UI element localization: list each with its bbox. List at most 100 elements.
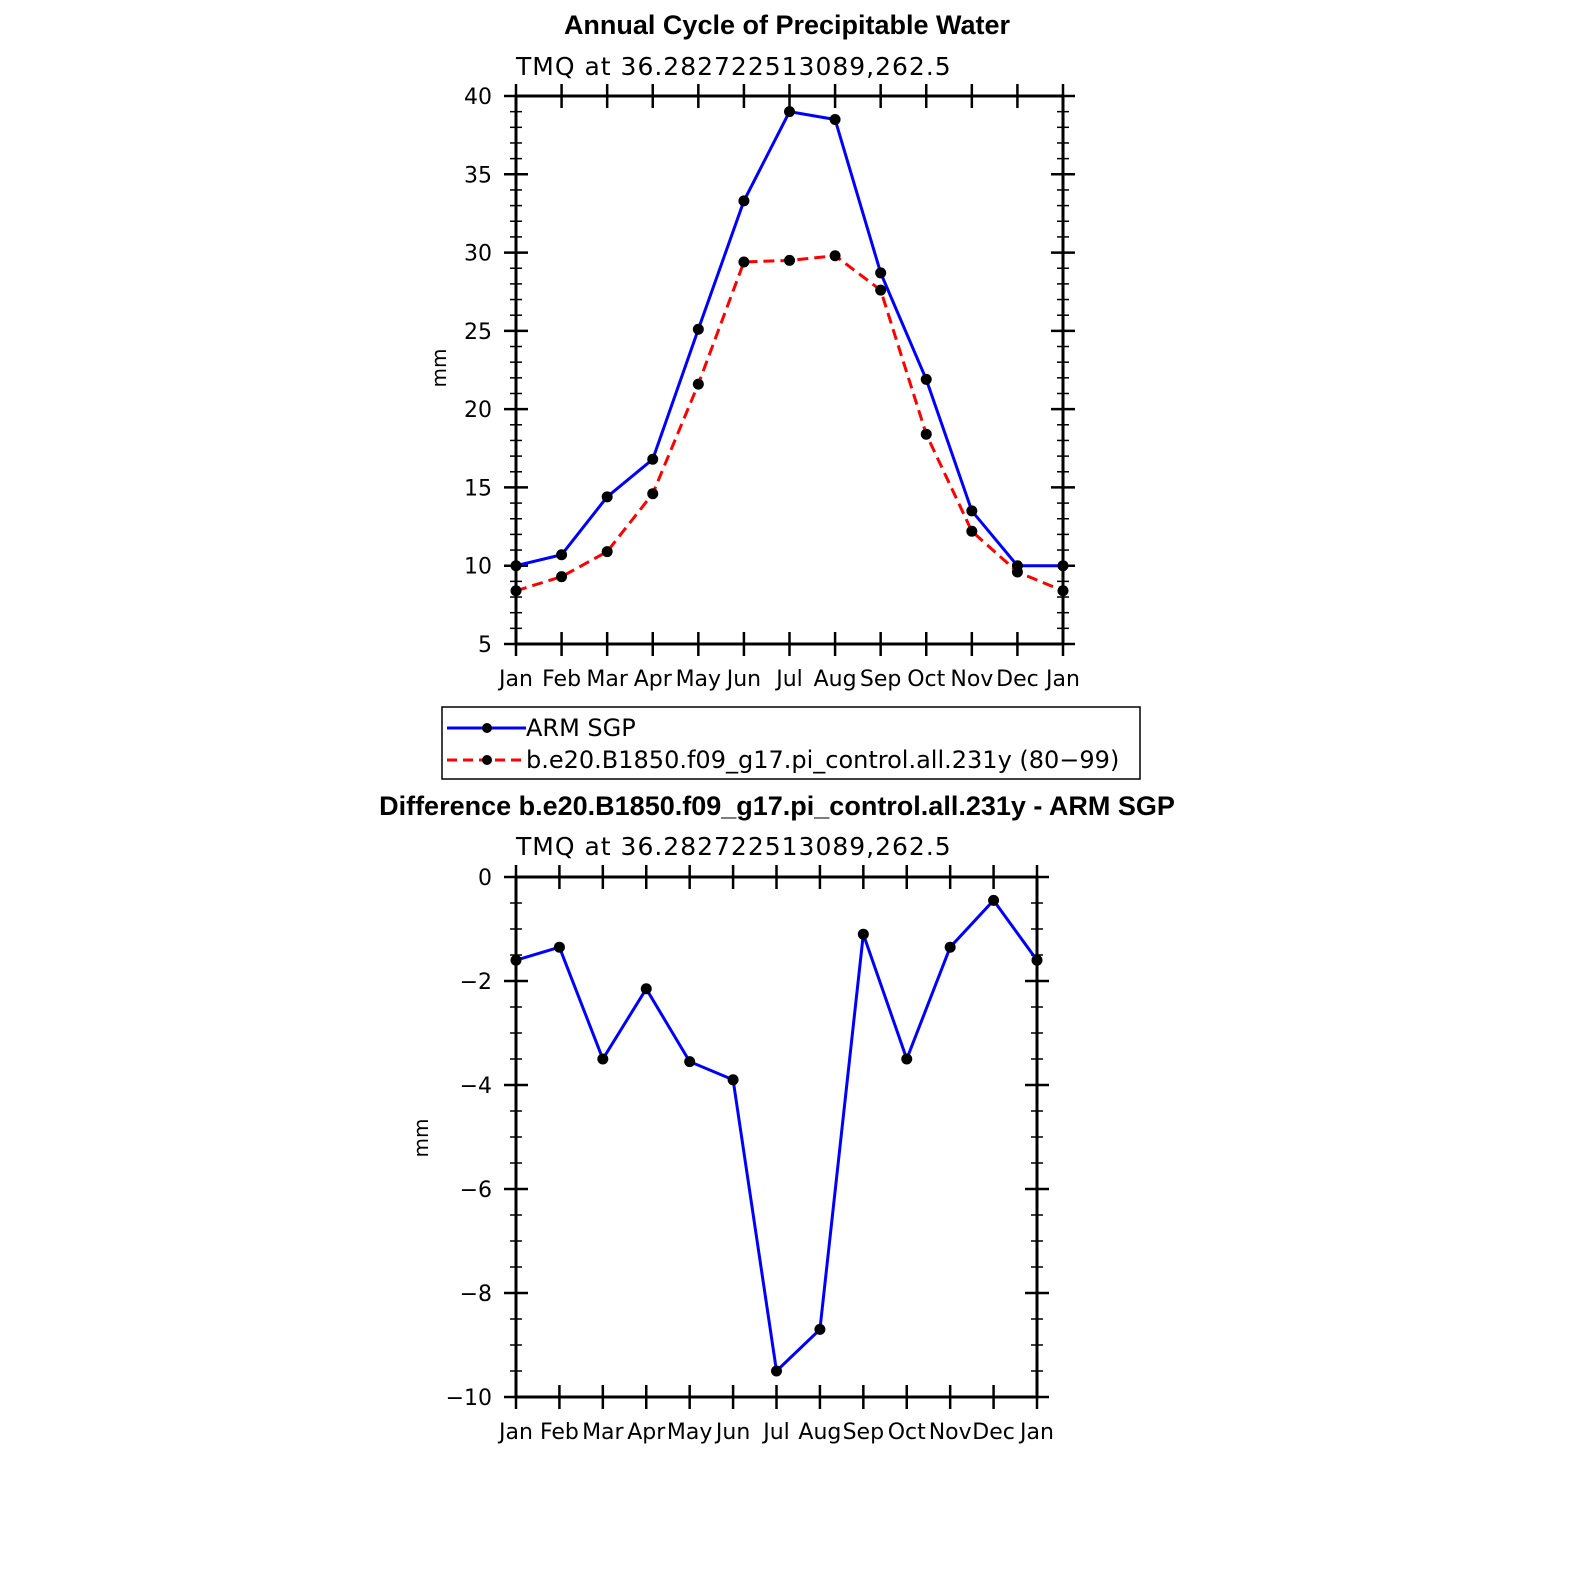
data-point	[601, 546, 613, 558]
y-tick-label: 0	[478, 866, 492, 891]
x-tick-label: Dec	[972, 1420, 1015, 1445]
x-tick-label: Apr	[627, 1420, 666, 1445]
x-tick-label: Feb	[542, 667, 581, 692]
y-tick-label: 35	[464, 163, 492, 188]
x-tick-label: Sep	[843, 1420, 884, 1445]
y-tick-label: −2	[460, 970, 492, 995]
chart-1-ylabel: mm	[427, 349, 451, 388]
legend-label-arm-sgp: ARM SGP	[526, 714, 636, 742]
data-point	[727, 1074, 739, 1086]
data-point	[738, 256, 750, 268]
chart-1-y-tick-labels: 5 10 15 20 25 30 35 40	[464, 85, 492, 658]
chart-1-x-tick-labels: Jan Feb Mar Apr May Jun Jul Aug Sep Oct Nov Dec Jan	[497, 667, 1080, 692]
chart-2-ylabel: mm	[409, 1119, 433, 1158]
chart-2-frame	[514, 875, 1039, 1399]
data-point	[556, 571, 568, 583]
x-tick-label: Jan	[1044, 667, 1080, 692]
data-point	[944, 941, 956, 953]
data-point	[692, 378, 704, 390]
y-tick-label: 30	[464, 242, 492, 267]
x-tick-label: Jan	[497, 1420, 533, 1445]
chart-2-subtitle: TMQ at 36.282722513089,262.5	[515, 832, 952, 861]
y-tick-label: −8	[460, 1282, 492, 1307]
legend-label-model: b.e20.B1850.f09_g17.pi_control.all.231y …	[526, 746, 1119, 774]
data-point	[988, 894, 1000, 906]
y-tick-label: 10	[464, 555, 492, 580]
y-tick-label: 25	[464, 320, 492, 345]
series-line	[515, 254, 1064, 593]
legend-entry-model: b.e20.B1850.f09_g17.pi_control.all.231y …	[447, 746, 1119, 774]
data-point	[920, 428, 932, 440]
data-point	[556, 549, 568, 561]
chart-1-subtitle: TMQ at 36.282722513089,262.5	[515, 52, 952, 81]
data-point	[738, 195, 750, 207]
y-tick-label: −4	[460, 1074, 492, 1099]
data-point	[647, 453, 659, 465]
x-tick-label: Mar	[586, 667, 628, 692]
x-tick-label: Apr	[634, 667, 673, 692]
legend-entry-arm-sgp: ARM SGP	[447, 714, 636, 742]
chart-difference: Difference b.e20.B1850.f09_g17.pi_contro…	[379, 791, 1175, 1445]
chart-1-ticks	[504, 84, 1075, 656]
data-point	[692, 323, 704, 335]
x-tick-label: Aug	[798, 1420, 841, 1445]
x-tick-label: Jan	[497, 667, 533, 692]
data-point	[601, 491, 613, 503]
data-point	[814, 1323, 826, 1335]
x-tick-label: May	[667, 1420, 712, 1445]
chart-1-title: Annual Cycle of Precipitable Water	[564, 10, 1011, 40]
x-tick-label: Jan	[1018, 1420, 1054, 1445]
chart-2-series	[510, 894, 1043, 1377]
y-tick-label: −10	[446, 1386, 492, 1411]
y-tick-label: 40	[464, 85, 492, 110]
chart-2-ticks	[504, 865, 1049, 1409]
chart-1-series	[510, 106, 1069, 597]
x-tick-label: Jul	[761, 1420, 790, 1445]
data-point	[784, 254, 795, 266]
x-tick-label: Sep	[860, 667, 901, 692]
y-tick-label: −6	[460, 1178, 492, 1203]
x-tick-label: Nov	[929, 1420, 972, 1445]
series-line	[515, 898, 1039, 1375]
chart-2-x-tick-labels: Jan Feb Mar Apr May Jun Jul Aug Sep Oct Nov Dec Jan	[497, 1420, 1054, 1445]
x-tick-label: Oct	[888, 1420, 926, 1445]
x-tick-label: Jun	[714, 1420, 750, 1445]
data-point	[640, 983, 652, 995]
legend-box	[441, 706, 1141, 780]
x-tick-label: Nov	[950, 667, 993, 692]
x-tick-label: May	[676, 667, 721, 692]
data-point	[875, 267, 887, 279]
legend: ARM SGP b.e20.B1850.f09_g17.pi_control.a…	[441, 706, 1141, 780]
x-tick-label: Jul	[774, 667, 803, 692]
data-point	[875, 284, 887, 296]
data-point	[597, 1053, 609, 1065]
legend-marker-arm-sgp	[482, 723, 492, 733]
data-point	[901, 1053, 913, 1065]
data-point	[1011, 566, 1023, 578]
chart-annual-cycle: Annual Cycle of Precipitable Water TMQ a…	[427, 10, 1080, 692]
x-tick-label: Oct	[907, 667, 945, 692]
x-tick-label: Aug	[814, 667, 857, 692]
series-line	[515, 109, 1063, 568]
legend-marker-model	[482, 755, 492, 765]
data-point	[857, 928, 869, 940]
data-point	[684, 1056, 696, 1068]
x-tick-label: Feb	[540, 1420, 579, 1445]
data-point	[966, 525, 978, 537]
y-tick-label: 15	[464, 476, 492, 501]
x-tick-label: Mar	[582, 1420, 624, 1445]
data-point	[829, 250, 841, 262]
y-tick-label: 20	[464, 398, 492, 423]
chart-1-frame	[514, 94, 1065, 646]
data-point	[553, 941, 565, 953]
x-tick-label: Dec	[996, 667, 1039, 692]
y-tick-label: 5	[478, 633, 492, 658]
data-point	[920, 373, 932, 385]
data-point	[784, 106, 795, 118]
data-point	[829, 113, 841, 125]
data-point	[966, 505, 978, 517]
chart-2-title: Difference b.e20.B1850.f09_g17.pi_contro…	[379, 791, 1175, 821]
x-tick-label: Jun	[725, 667, 761, 692]
data-point	[771, 1365, 782, 1377]
